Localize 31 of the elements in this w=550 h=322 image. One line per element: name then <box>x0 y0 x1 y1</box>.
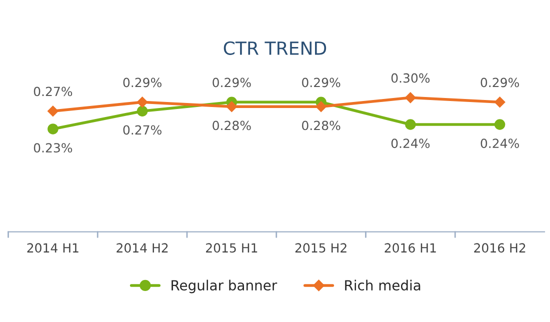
point <box>136 106 148 116</box>
x-tick-label: 2015 H1 <box>206 243 258 253</box>
x-tick-label: 2016 H1 <box>384 243 436 253</box>
point <box>48 124 58 134</box>
x-tick-label: 2014 H2 <box>116 243 168 253</box>
point <box>226 101 238 112</box>
data-label: 0.28% <box>212 120 251 130</box>
data-label: 0.29% <box>302 78 340 88</box>
data-label: 0.23% <box>34 143 72 153</box>
point <box>494 96 506 108</box>
data-label: 0.24% <box>480 138 519 148</box>
data-label: 0.24% <box>391 138 430 148</box>
data-label: 0.28% <box>302 120 340 130</box>
legend-label: Rich media <box>345 280 420 291</box>
point <box>405 119 416 130</box>
point <box>136 96 148 108</box>
legend-label: Regular banner <box>172 280 278 294</box>
point <box>48 106 58 117</box>
x-tick-label: 2014 H1 <box>27 243 78 253</box>
point <box>405 92 416 104</box>
x-tick-label: 2016 H2 <box>474 243 526 253</box>
data-label: 0.29% <box>123 78 162 88</box>
data-label: 0.29% <box>212 78 251 88</box>
data-label: 0.27% <box>123 125 162 135</box>
x-tick-label: 2015 H2 <box>295 243 346 253</box>
chart-title: CTR TREND <box>224 41 326 55</box>
point <box>494 119 506 130</box>
data-label: 0.27% <box>34 86 72 96</box>
data-label: 0.29% <box>480 78 519 88</box>
point <box>316 101 326 112</box>
data-label: 0.30% <box>391 73 430 83</box>
